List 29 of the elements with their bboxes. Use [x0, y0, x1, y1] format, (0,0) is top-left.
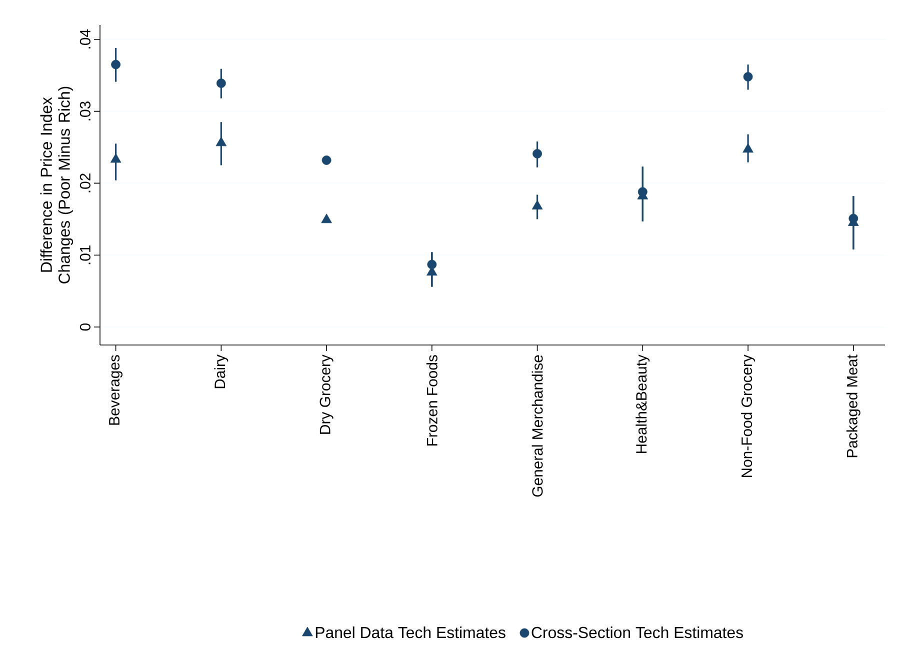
- x-tick-label: Beverages: [109, 355, 122, 425]
- point: [110, 153, 122, 163]
- y-tick-label: .04: [80, 29, 90, 48]
- point: [532, 149, 542, 158]
- point: [322, 155, 332, 165]
- legend-label: Panel Data Tech Estimates: [316, 626, 506, 638]
- y-tick-label: .02: [80, 174, 90, 192]
- x-tick-label: General Merchandise: [532, 355, 543, 497]
- point: [216, 78, 226, 88]
- legend-label: Cross-Section Tech Estimates: [532, 626, 743, 638]
- x-tick-label: Dry Grocery: [320, 354, 334, 434]
- point: [427, 260, 437, 270]
- x-tick-label: Packaged Meat: [846, 354, 860, 458]
- point: [216, 136, 227, 146]
- point: [638, 187, 648, 197]
- y-tick-label: .03: [80, 102, 90, 120]
- x-tick-label: Dairy: [214, 354, 228, 388]
- y-tick-label: 0: [80, 323, 90, 331]
- x-tick-label: Non-Food Grocery: [741, 354, 755, 478]
- x-tick-label: Frozen Foods: [426, 355, 438, 446]
- point: [742, 143, 754, 153]
- y-tick-label: .01: [80, 245, 90, 264]
- point: [321, 214, 332, 224]
- point: [743, 72, 753, 82]
- y-axis-title: Difference in Price Index Changes (Poor Minus Rich): [40, 86, 74, 284]
- x-tick-label: Health&Beauty: [636, 354, 650, 453]
- point: [111, 60, 121, 70]
- point: [848, 214, 858, 224]
- point: [532, 200, 543, 210]
